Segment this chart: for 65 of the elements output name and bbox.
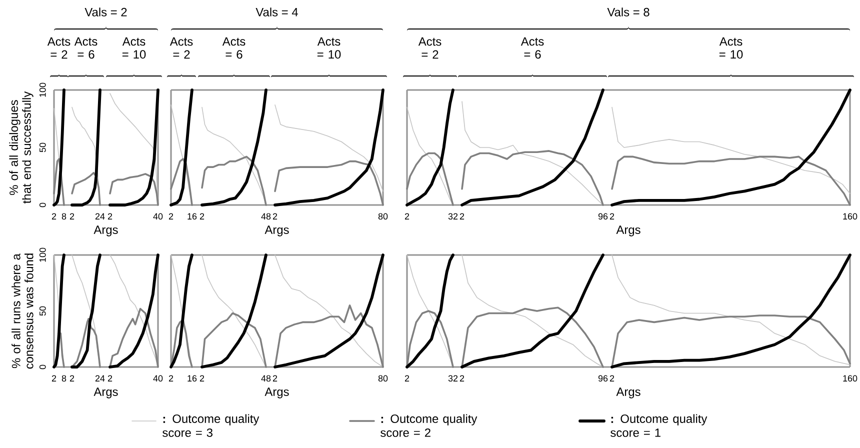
x-axis-title: Args: [264, 388, 289, 398]
x-tick-label: 32: [448, 213, 458, 220]
x-tick-label: 2: [272, 375, 278, 382]
chart-title: Acts = 10: [122, 37, 146, 59]
x-tick-label: 2: [272, 213, 278, 220]
x-tick-label: 2: [168, 375, 174, 382]
x-tick-label: 80: [378, 213, 388, 220]
legend-label: : Outcome quality score = 2: [380, 414, 478, 437]
x-tick-label: 2: [70, 375, 74, 382]
x-tick-label: 48: [261, 213, 271, 220]
legend-label: : Outcome quality score = 1: [610, 414, 708, 437]
x-tick-label: 24: [95, 375, 105, 382]
x-tick-label: 2: [70, 213, 74, 220]
x-tick-label: 8: [62, 213, 66, 220]
y-tick-label: 50: [39, 142, 46, 152]
y-tick-label: 50: [39, 306, 46, 316]
x-tick-label: 96: [598, 375, 608, 382]
y-axis-title: % of all runs where a consensus was found: [12, 254, 34, 369]
x-tick-label: 2: [108, 375, 112, 382]
chart-title: Acts = 10: [719, 37, 743, 59]
text: Vals = 4: [256, 8, 298, 16]
x-tick-label: 8: [62, 375, 66, 382]
y-tick-label: 0: [39, 202, 46, 208]
text: Vals = 2: [84, 8, 127, 16]
x-tick-label: 2: [52, 213, 56, 220]
x-tick-label: 80: [378, 375, 388, 382]
x-tick-label: 40: [153, 375, 163, 382]
x-tick-label: 2: [404, 213, 410, 220]
x-tick-label: 2: [404, 375, 410, 382]
x-tick-label: 16: [188, 375, 197, 382]
chart-title: Acts = 6: [74, 37, 98, 59]
x-tick-label: 2: [610, 213, 614, 220]
x-tick-label: 160: [843, 375, 858, 382]
chart-title: Acts = 6: [520, 37, 544, 59]
chart-title: Acts = 10: [317, 37, 341, 59]
x-axis-title: Args: [616, 388, 640, 398]
chart-title: Acts = 2: [170, 37, 193, 59]
text: Vals = 8: [607, 8, 650, 16]
x-tick-label: 2: [610, 375, 614, 382]
x-tick-label: 2: [200, 213, 204, 220]
x-tick-label: 2: [168, 213, 174, 220]
y-tick-label: 100: [39, 248, 46, 262]
x-tick-label: 160: [843, 213, 858, 220]
x-tick-label: 24: [95, 213, 105, 220]
chart-title: Acts = 6: [222, 37, 246, 59]
y-tick-label: 100: [39, 82, 46, 97]
x-axis-title: Args: [94, 226, 118, 236]
chart-title: Acts = 2: [47, 37, 70, 59]
x-tick-label: 96: [598, 213, 608, 220]
x-tick-label: 16: [188, 213, 197, 220]
x-tick-label: 2: [460, 375, 464, 382]
y-axis-title: % of all dialogues that end successfully: [9, 91, 34, 204]
y-tick-label: 0: [39, 364, 46, 370]
x-tick-label: 32: [448, 375, 458, 382]
x-tick-label: 2: [108, 213, 112, 220]
x-tick-label: 40: [153, 213, 163, 220]
x-tick-label: 48: [261, 375, 271, 382]
legend-label: : Outcome quality score = 3: [162, 414, 260, 437]
x-axis-title: Args: [94, 388, 118, 398]
x-tick-label: 2: [460, 213, 464, 220]
x-axis-title: Args: [616, 226, 640, 236]
chart-title: Acts = 2: [418, 37, 442, 59]
x-tick-label: 2: [52, 375, 56, 382]
x-axis-title: Args: [264, 226, 289, 236]
x-tick-label: 2: [200, 375, 204, 382]
